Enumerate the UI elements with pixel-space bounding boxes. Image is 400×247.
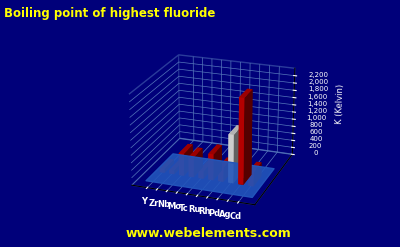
Text: Boiling point of highest fluoride: Boiling point of highest fluoride bbox=[4, 7, 215, 21]
Text: www.webelements.com: www.webelements.com bbox=[125, 226, 291, 240]
